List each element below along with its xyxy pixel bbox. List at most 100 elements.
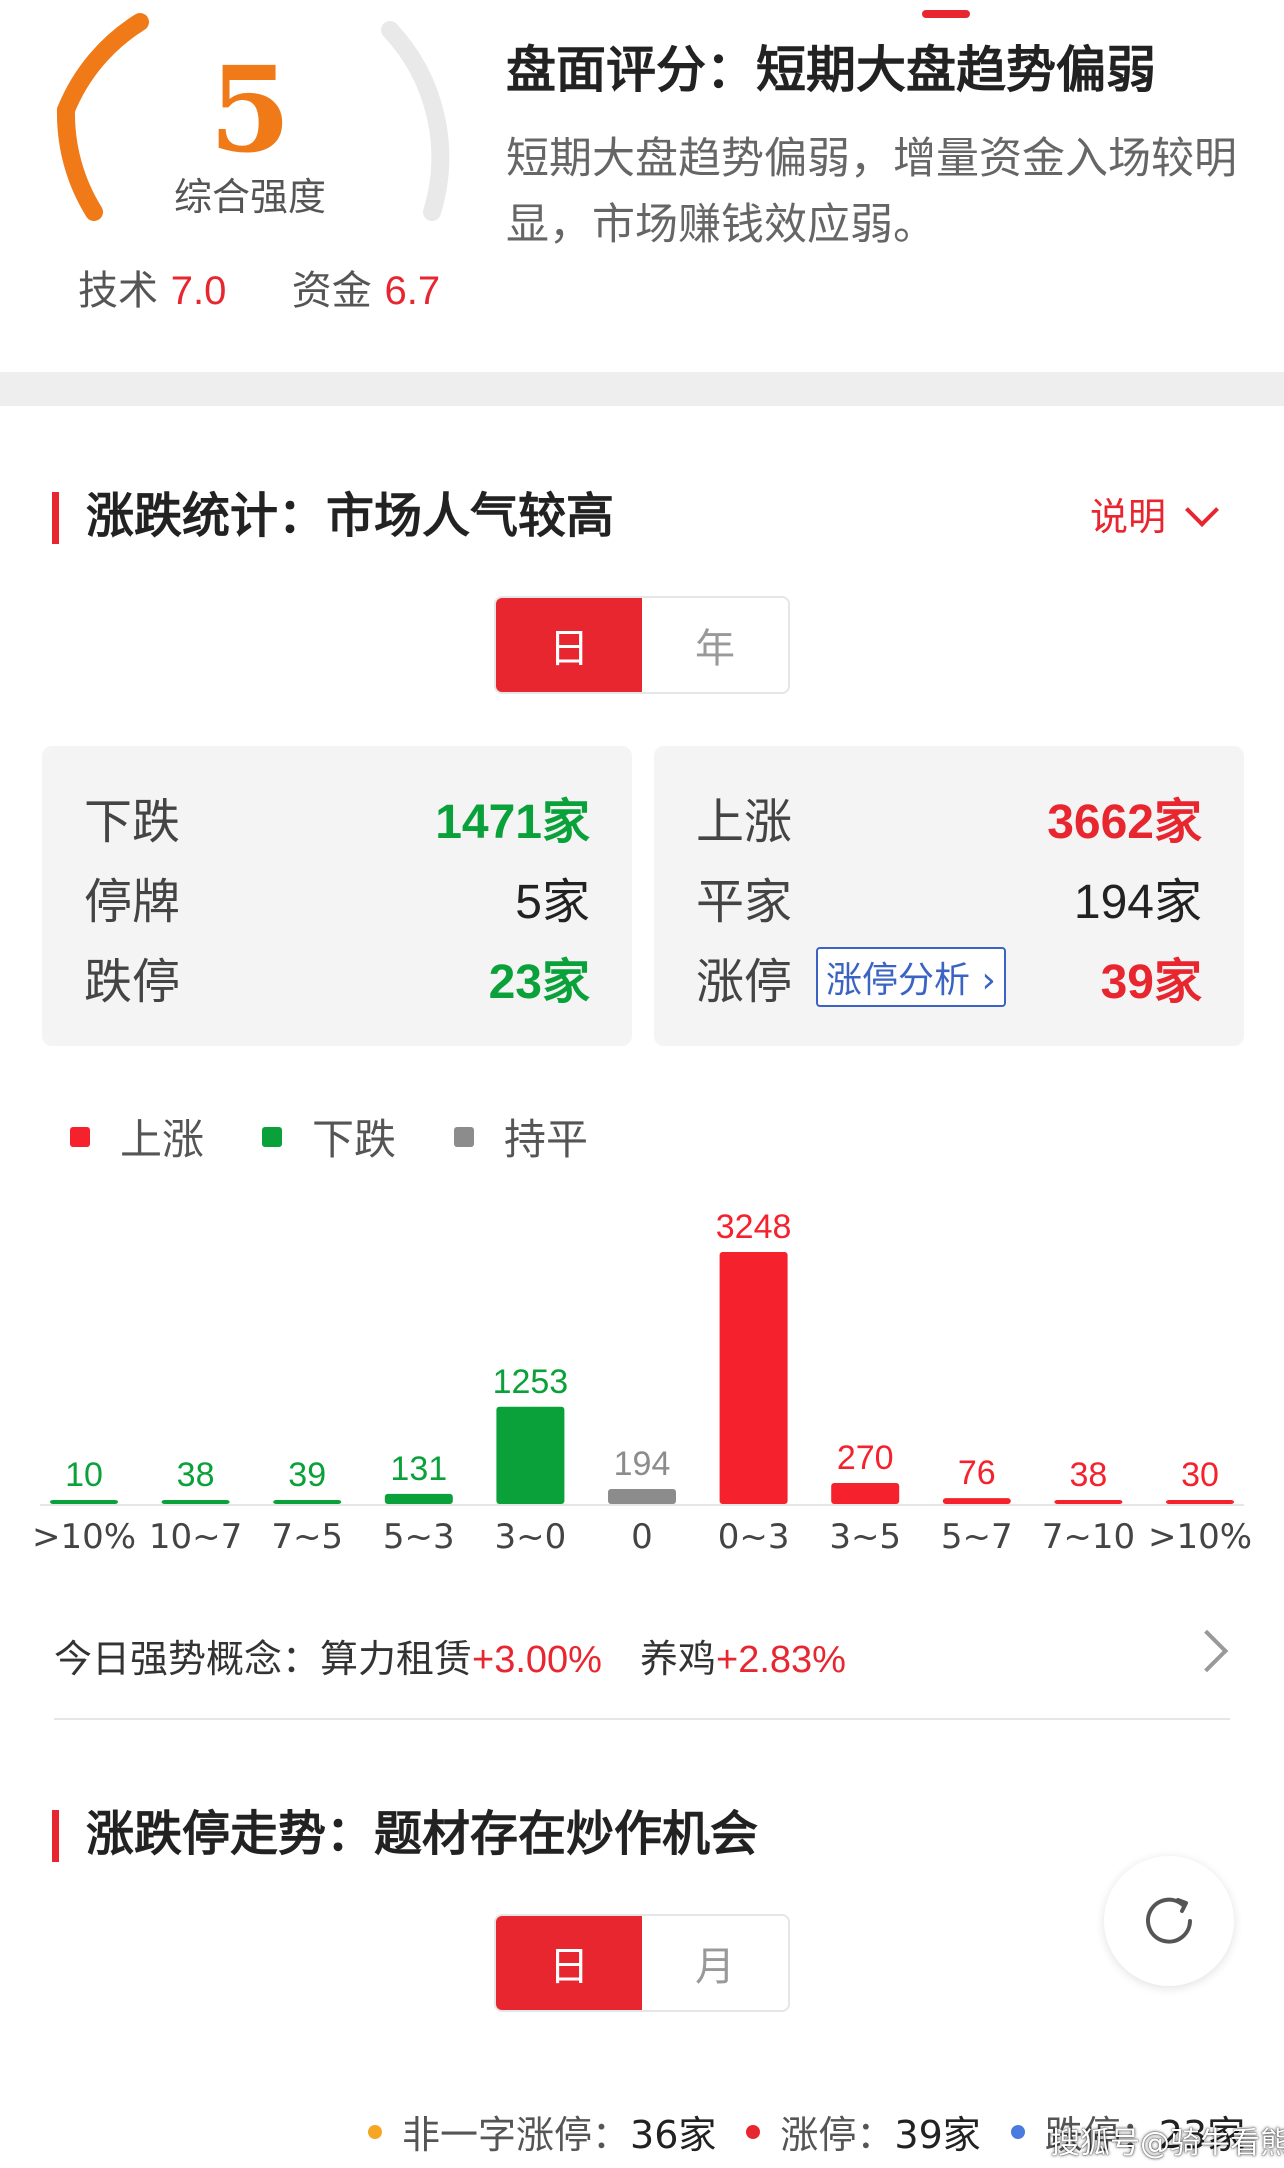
limit-up-analysis-label: 涨停分析 — [826, 960, 971, 1001]
source-watermark: 搜狐号@骑牛看熊 — [1050, 2126, 1284, 2161]
refresh-button[interactable] — [1104, 1856, 1234, 1986]
legend-swatch-gray — [454, 1126, 475, 1147]
stat-value: 194家 — [1073, 876, 1202, 929]
legend-value: 36家 — [630, 2113, 717, 2157]
fund-label: 资金 — [291, 268, 372, 314]
toggle-month[interactable]: 月 — [695, 1944, 735, 1990]
chevron-down-icon — [1185, 493, 1219, 527]
stat-row-decline: 下跌 1471家 — [84, 782, 590, 852]
stat-row-rise: 上涨 3662家 — [696, 782, 1202, 852]
x-tick-label: 7~10 — [1042, 1517, 1135, 1557]
trend-section-title: 涨跌停走势：题材存在炒作机会 — [86, 1806, 759, 1862]
chart-bar — [384, 1493, 453, 1504]
stat-label: 跌停 — [84, 954, 181, 1010]
legend-item-decline: 下跌 — [262, 1106, 396, 1167]
concept-name: 养鸡 — [639, 1637, 716, 1681]
x-tick-label: 5~3 — [383, 1517, 455, 1557]
chevron-right-icon[interactable] — [1185, 1629, 1229, 1673]
fund-value: 6.7 — [384, 269, 441, 313]
bar-value-label: 38 — [1069, 1456, 1107, 1494]
limit-up-label-group: 涨停 涨停分析 › — [696, 942, 1006, 1012]
chart-bar — [273, 1500, 342, 1504]
chart-bar — [719, 1252, 788, 1504]
x-tick-label: 7~5 — [271, 1517, 343, 1557]
gauge-track — [56, 101, 103, 221]
toggle-year[interactable]: 年 — [695, 626, 735, 672]
chart-bar — [496, 1406, 565, 1504]
strength-gauge — [56, 13, 450, 221]
sub-scores: 技术 7.0 资金 6.7 — [78, 258, 440, 316]
bar-value-label: 39 — [288, 1456, 326, 1494]
chart-bar — [161, 1500, 230, 1504]
legend-value: 39家 — [894, 2113, 981, 2157]
legend-swatch-red — [70, 1126, 90, 1147]
bar-value-label: 10 — [65, 1456, 103, 1494]
legend-label: 非一字涨停： — [402, 2113, 631, 2157]
section-accent-bar — [52, 492, 59, 544]
bar-value-label: 76 — [958, 1454, 996, 1492]
score-section: 5 综合强度 技术 7.0 资金 6.7 盘面评分：短期大盘趋势偏弱 短期大盘趋… — [0, 0, 1284, 372]
stat-value: 39家 — [1100, 956, 1202, 1009]
period-toggle: 日 年 — [494, 596, 790, 694]
active-tab-indicator — [922, 10, 970, 18]
chart-bar — [1166, 1500, 1234, 1504]
stat-label: 停牌 — [84, 874, 181, 930]
gauge-fill — [57, 13, 149, 119]
toggle-day[interactable]: 日 — [496, 598, 642, 692]
strong-concepts-row[interactable]: 今日强势概念：算力租赁+3.00% 养鸡+2.83% — [54, 1628, 846, 1683]
legend-item-limit-down: 跌停： 23家 — [1010, 2104, 1246, 2159]
concept-change: +3.00% — [472, 1639, 602, 1681]
stat-value: 1471家 — [435, 796, 590, 849]
stat-value: 3662家 — [1047, 796, 1202, 849]
legend-dot-orange — [368, 2124, 382, 2139]
chevron-right-icon: › — [981, 960, 996, 1001]
legend-value: 23家 — [1158, 2113, 1246, 2157]
score-title: 盘面评分：短期大盘趋势偏弱 — [506, 41, 1156, 99]
stats-section-title: 涨跌统计：市场人气较高 — [86, 488, 615, 544]
legend-dot-blue — [1010, 2124, 1025, 2139]
legend-dot-red — [746, 2124, 761, 2139]
row-divider — [54, 1718, 1230, 1720]
x-tick-label: 10~7 — [149, 1517, 242, 1557]
explain-label: 说明 — [1090, 495, 1167, 539]
stat-label: 上涨 — [696, 794, 793, 850]
x-tick-label: 3~0 — [495, 1517, 567, 1557]
legend-label: 涨停： — [780, 2113, 895, 2157]
concept-change: +2.83% — [716, 1639, 846, 1681]
bar-value-label: 194 — [614, 1445, 671, 1483]
chart-bar — [1054, 1500, 1123, 1504]
x-tick-label: 0 — [631, 1517, 653, 1557]
chart-bar — [608, 1488, 676, 1504]
distribution-bar-chart: 10 >10% 38 10~7 39 7~5 131 5~3 1253 3~0 194 0 3248 0~… — [32, 1208, 1252, 1557]
limit-up-analysis-button[interactable]: 涨停分析 › — [816, 947, 1006, 1007]
chart-bar — [942, 1498, 1011, 1504]
decline-stats-box: 下跌 1471家 停牌 5家 跌停 23家 — [42, 746, 632, 1046]
legend-swatch-green — [262, 1126, 283, 1147]
section-divider — [0, 372, 1284, 406]
refresh-icon — [1146, 1897, 1192, 1944]
explain-button[interactable]: 说明 — [1090, 486, 1219, 541]
bar-value-label: 270 — [837, 1439, 894, 1477]
legend-item-non-one-word-limit-up: 非一字涨停： 36家 — [368, 2104, 716, 2159]
legend-label: 持平 — [504, 1115, 589, 1164]
toggle-day[interactable]: 日 — [496, 1916, 642, 2010]
legend-item-limit-up: 涨停： 39家 — [746, 2104, 981, 2159]
stat-row-suspended: 停牌 5家 — [84, 862, 590, 932]
stat-label: 下跌 — [84, 794, 181, 850]
trend-legend: 非一字涨停： 36家 涨停： 39家 跌停： 23家 — [368, 2104, 1275, 2159]
tech-label: 技术 — [78, 268, 158, 314]
chart-legend: 上涨 下跌 持平 — [70, 1106, 646, 1167]
stat-row-flat: 平家 194家 — [696, 862, 1202, 932]
stat-row-limit-up: 涨停 涨停分析 › 39家 — [696, 942, 1202, 1012]
score-description: 短期大盘趋势偏弱，增量资金入场较明显，市场赚钱效应弱。 — [506, 134, 1237, 250]
stat-value: 5家 — [515, 876, 590, 929]
section-accent-bar — [52, 1810, 59, 1862]
x-tick-label: 0~3 — [718, 1517, 790, 1557]
x-tick-label: 5~7 — [941, 1517, 1013, 1557]
legend-item-rise: 上涨 — [70, 1106, 204, 1167]
composite-caption: 综合强度 — [173, 175, 326, 219]
x-tick-label: >10% — [32, 1517, 136, 1557]
stat-label: 涨停 — [696, 954, 793, 1010]
bar-value-label: 30 — [1181, 1456, 1219, 1494]
concepts-label: 今日强势概念： — [54, 1637, 321, 1681]
